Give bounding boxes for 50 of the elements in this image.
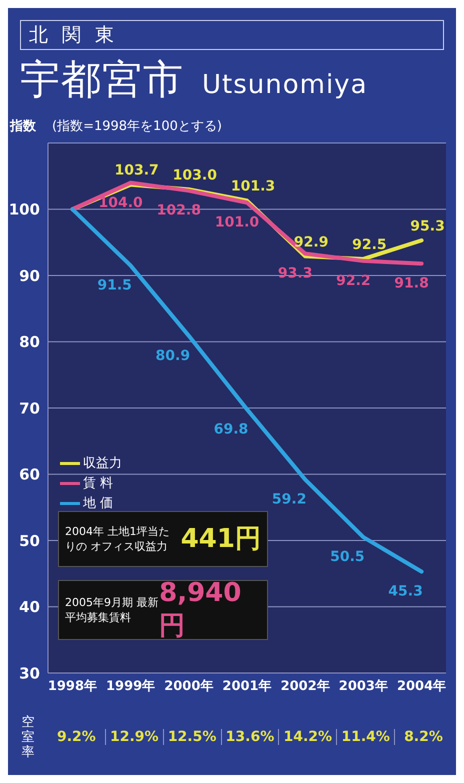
legend-label: 収益力: [82, 455, 122, 472]
x-tick-label: 2001年: [222, 679, 272, 694]
text: 8.2%: [394, 729, 452, 745]
data-label: 103.0: [172, 167, 218, 184]
text: 13.6%: [220, 729, 278, 745]
data-label: 50.5: [330, 549, 365, 566]
text: (指数=1998年を100とする): [52, 118, 222, 135]
annotation: 2004年 土地1坪当たりの オフィス収益力: [65, 524, 170, 554]
annotation: 441円: [180, 523, 261, 556]
y-tick-label: 50: [19, 532, 40, 550]
x-tick-label: 2002年: [280, 679, 330, 694]
x-tick-label: 1998年: [48, 679, 98, 694]
data-label: 101.0: [214, 214, 260, 231]
x-tick-label: 2004年: [396, 679, 446, 694]
data-label: 104.0: [98, 194, 144, 211]
text: 12.9%: [104, 729, 163, 745]
x-tick-label: 2000年: [164, 679, 214, 694]
chart-subtitle: 宇都宮市 Utsunomiya: [20, 57, 368, 103]
data-label: 91.5: [97, 278, 132, 294]
data-label: 103.7: [114, 162, 159, 179]
data-label: 92.5: [352, 236, 387, 253]
y-axis-title: 指数: [10, 118, 36, 135]
y-tick-label: 90: [19, 266, 40, 285]
legend-label: 賃 料: [82, 475, 114, 492]
data-label: 69.8: [214, 421, 248, 438]
data-label: 45.3: [388, 584, 423, 600]
y-tick-label: 40: [19, 598, 40, 616]
text: 11.4%: [336, 729, 394, 745]
text: 12.5%: [162, 729, 221, 745]
y-tick-label: 80: [19, 333, 40, 352]
text: 14.2%: [278, 729, 336, 745]
annotation: 2005年9月期 最新平均募集賃料: [65, 595, 160, 626]
x-tick-label: 2003年: [338, 679, 388, 694]
chart-title: 北関東: [20, 20, 444, 50]
data-label: 92.9: [294, 234, 328, 250]
data-label: 80.9: [156, 348, 190, 364]
legend-label: 地 価: [82, 495, 114, 512]
x-tick-label: 1999年: [106, 679, 156, 694]
y-tick-label: 30: [19, 664, 40, 682]
annotation: 8,940円: [159, 578, 242, 643]
data-label: 59.2: [272, 492, 306, 508]
y-tick-label: 70: [19, 399, 40, 418]
text: 9.2%: [56, 729, 97, 745]
y-tick-label: 60: [19, 466, 40, 484]
data-label: 95.3: [410, 218, 445, 234]
data-label: 91.8: [394, 276, 429, 292]
data-label: 92.2: [336, 272, 371, 289]
data-label: 101.3: [230, 178, 276, 195]
y-tick-label: 100: [8, 200, 40, 219]
text: 空室率: [22, 714, 34, 760]
